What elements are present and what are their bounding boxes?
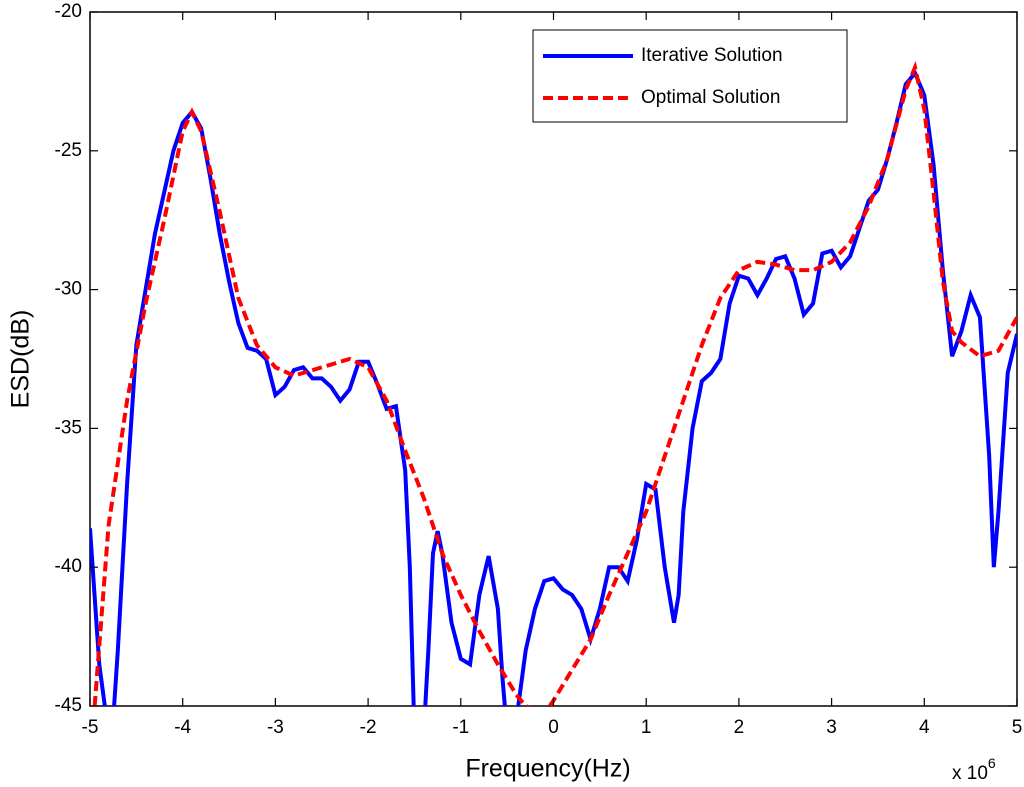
x-tick-label: 5 <box>1012 717 1023 738</box>
x-multiplier-exponent: 6 <box>988 755 996 771</box>
x-tick-label: -4 <box>174 717 191 738</box>
y-tick-label: -30 <box>55 279 82 300</box>
x-multiplier: x 106 <box>952 755 996 784</box>
legend: Iterative Solution Optimal Solution <box>532 29 848 123</box>
y-tick-label: -40 <box>55 556 82 577</box>
x-multiplier-base: x 10 <box>952 763 988 784</box>
x-tick-label: -1 <box>452 717 469 738</box>
x-axis-label: Frequency(Hz) <box>465 755 630 783</box>
y-tick-label: -45 <box>55 695 82 716</box>
x-tick-label: -5 <box>82 717 99 738</box>
x-tick-label: -3 <box>267 717 284 738</box>
y-tick-label: -20 <box>55 1 82 22</box>
y-axis-label: ESD(dB) <box>7 310 35 409</box>
y-tick-label: -35 <box>55 417 82 438</box>
series-line <box>90 69 1017 706</box>
legend-label: Optimal Solution <box>641 87 780 108</box>
x-tick-label: 4 <box>919 717 930 738</box>
legend-label: Iterative Solution <box>641 45 783 66</box>
x-tick-label: -2 <box>360 717 377 738</box>
x-tick-label: 2 <box>734 717 745 738</box>
y-tick-label: -25 <box>55 140 82 161</box>
series-line <box>92 60 1017 706</box>
x-tick-label: 1 <box>641 717 652 738</box>
legend-box <box>532 29 848 123</box>
lines <box>90 60 1017 706</box>
x-tick-label: 3 <box>826 717 837 738</box>
x-tick-label: 0 <box>548 717 559 738</box>
plot-area <box>89 11 1018 707</box>
